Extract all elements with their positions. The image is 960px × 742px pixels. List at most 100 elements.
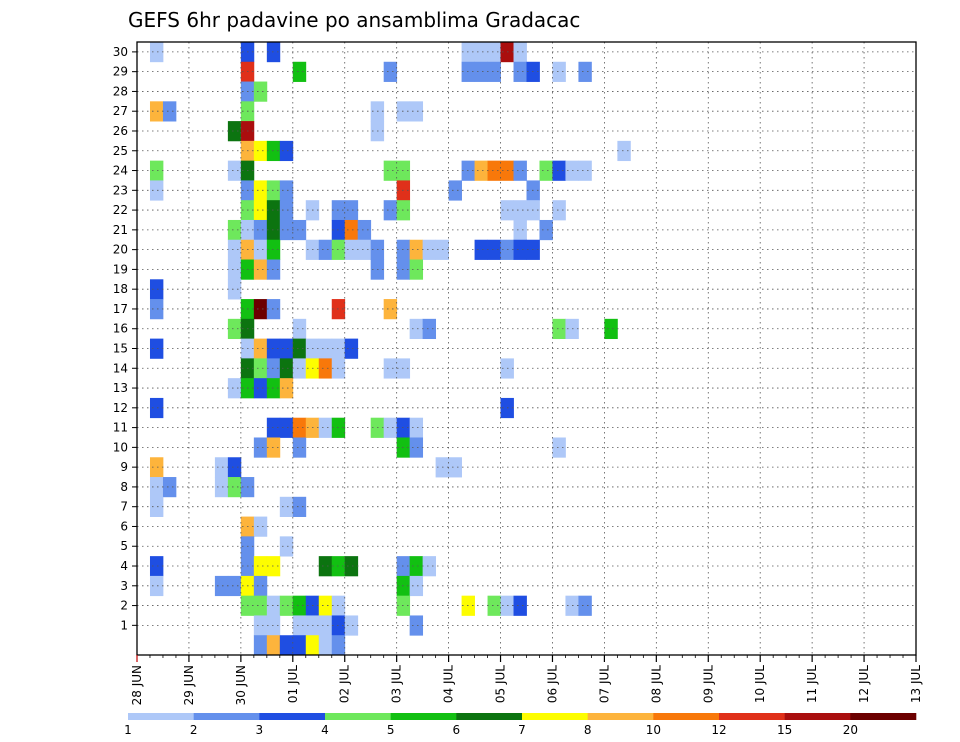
heat-cell [227, 457, 242, 478]
heat-cell [253, 358, 268, 379]
heat-cell [227, 575, 242, 597]
colorbar-label: 10 [646, 723, 661, 737]
heat-cell [617, 140, 631, 162]
y-tick-label: 8 [120, 480, 128, 494]
heat-cell [409, 615, 424, 636]
colorbar-label: 15 [777, 723, 792, 737]
heat-cell [253, 516, 268, 537]
y-tick-label: 16 [113, 322, 128, 336]
y-tick-label: 27 [113, 104, 128, 118]
y-tick-label: 28 [113, 84, 128, 98]
heat-cell [279, 536, 294, 557]
heat-cell [214, 457, 229, 478]
heat-cell [344, 219, 359, 241]
heat-cell [149, 42, 164, 63]
x-tick-label: 10 JUL [753, 665, 767, 703]
y-tick-label: 9 [120, 460, 128, 474]
heat-cell [552, 437, 566, 458]
heat-cell [227, 279, 242, 300]
heat-cell [344, 556, 359, 577]
x-tick-label: 11 JUL [805, 665, 819, 703]
heat-cell [149, 556, 164, 577]
heat-cell [409, 239, 424, 260]
heat-cell [253, 299, 268, 320]
heat-cell [344, 615, 359, 636]
heat-cell [279, 417, 294, 438]
heat-cell [409, 556, 424, 577]
heat-cell [539, 219, 553, 241]
heat-cell [266, 299, 281, 320]
heat-cell [552, 318, 566, 340]
heat-cell [513, 239, 527, 260]
heat-cell [266, 338, 281, 359]
colorbar-label: 7 [518, 723, 526, 737]
colorbar-swatch [653, 713, 720, 720]
heat-cell [487, 595, 501, 616]
heat-cell [292, 61, 307, 82]
x-tick-label: 12 JUL [857, 665, 871, 703]
heat-cell [227, 219, 242, 241]
heat-cell [409, 417, 424, 438]
x-tick-label: 13 JUL [909, 665, 923, 703]
colorbar-label: 5 [387, 723, 395, 737]
heat-cell [279, 338, 294, 359]
heat-cell [149, 338, 164, 359]
heat-cell [487, 239, 501, 260]
heat-cell [383, 200, 398, 221]
heat-cell [448, 457, 462, 478]
heat-cell [253, 635, 268, 656]
heat-cell [305, 635, 320, 656]
heat-cell [253, 259, 268, 280]
heat-cell [383, 61, 398, 82]
y-tick-label: 19 [113, 262, 128, 276]
y-tick-label: 14 [113, 361, 128, 375]
heat-cell [292, 615, 307, 636]
y-tick-label: 4 [120, 559, 128, 573]
heat-cell [318, 358, 333, 379]
heat-cell [253, 200, 268, 221]
y-tick-label: 29 [113, 65, 128, 79]
heat-cell [227, 378, 242, 399]
y-axis-ticks: 1234567891011121314151617181920212223242… [113, 45, 137, 632]
heat-cell [149, 496, 164, 517]
x-axis-ticks: 28 JUN 29 JUN 30 JUN 01 JUL 02 JUL 03 JUL 04 J… [130, 655, 923, 705]
heat-cell [292, 318, 307, 340]
heat-cell [318, 556, 333, 577]
heat-cell [474, 160, 488, 181]
colorbar-swatch [522, 713, 588, 720]
heat-cell [266, 180, 281, 201]
heat-cell [292, 635, 307, 656]
heat-cell [266, 378, 281, 399]
heat-cell [227, 477, 242, 498]
heat-cell [149, 299, 164, 320]
heat-cell [474, 61, 488, 82]
heat-cell [422, 556, 437, 577]
heat-cell [383, 160, 398, 181]
heat-cell [409, 259, 424, 280]
y-tick-label: 20 [113, 243, 128, 257]
grid-lines [137, 42, 916, 655]
heat-cell [318, 635, 333, 656]
heat-cell [292, 338, 307, 359]
colorbar-label: 1 [124, 723, 132, 737]
heat-cell [578, 160, 592, 181]
heat-cell [474, 239, 488, 260]
heat-cell [357, 219, 372, 241]
heat-cell [253, 338, 268, 359]
heat-cell [279, 140, 294, 162]
heat-cell [513, 61, 527, 82]
heat-cell [266, 239, 281, 260]
heat-cell [552, 160, 566, 181]
heat-cell [253, 180, 268, 201]
heat-cell [292, 358, 307, 379]
y-tick-label: 3 [120, 579, 128, 593]
heat-cell [279, 219, 294, 241]
colorbar-swatch [259, 713, 326, 720]
heat-cell [487, 160, 501, 181]
heat-cell [149, 397, 164, 419]
y-tick-label: 24 [113, 164, 128, 178]
heat-cell [422, 318, 437, 340]
heat-cell [292, 496, 307, 517]
heat-cell [344, 239, 359, 260]
heat-cell [162, 101, 177, 122]
